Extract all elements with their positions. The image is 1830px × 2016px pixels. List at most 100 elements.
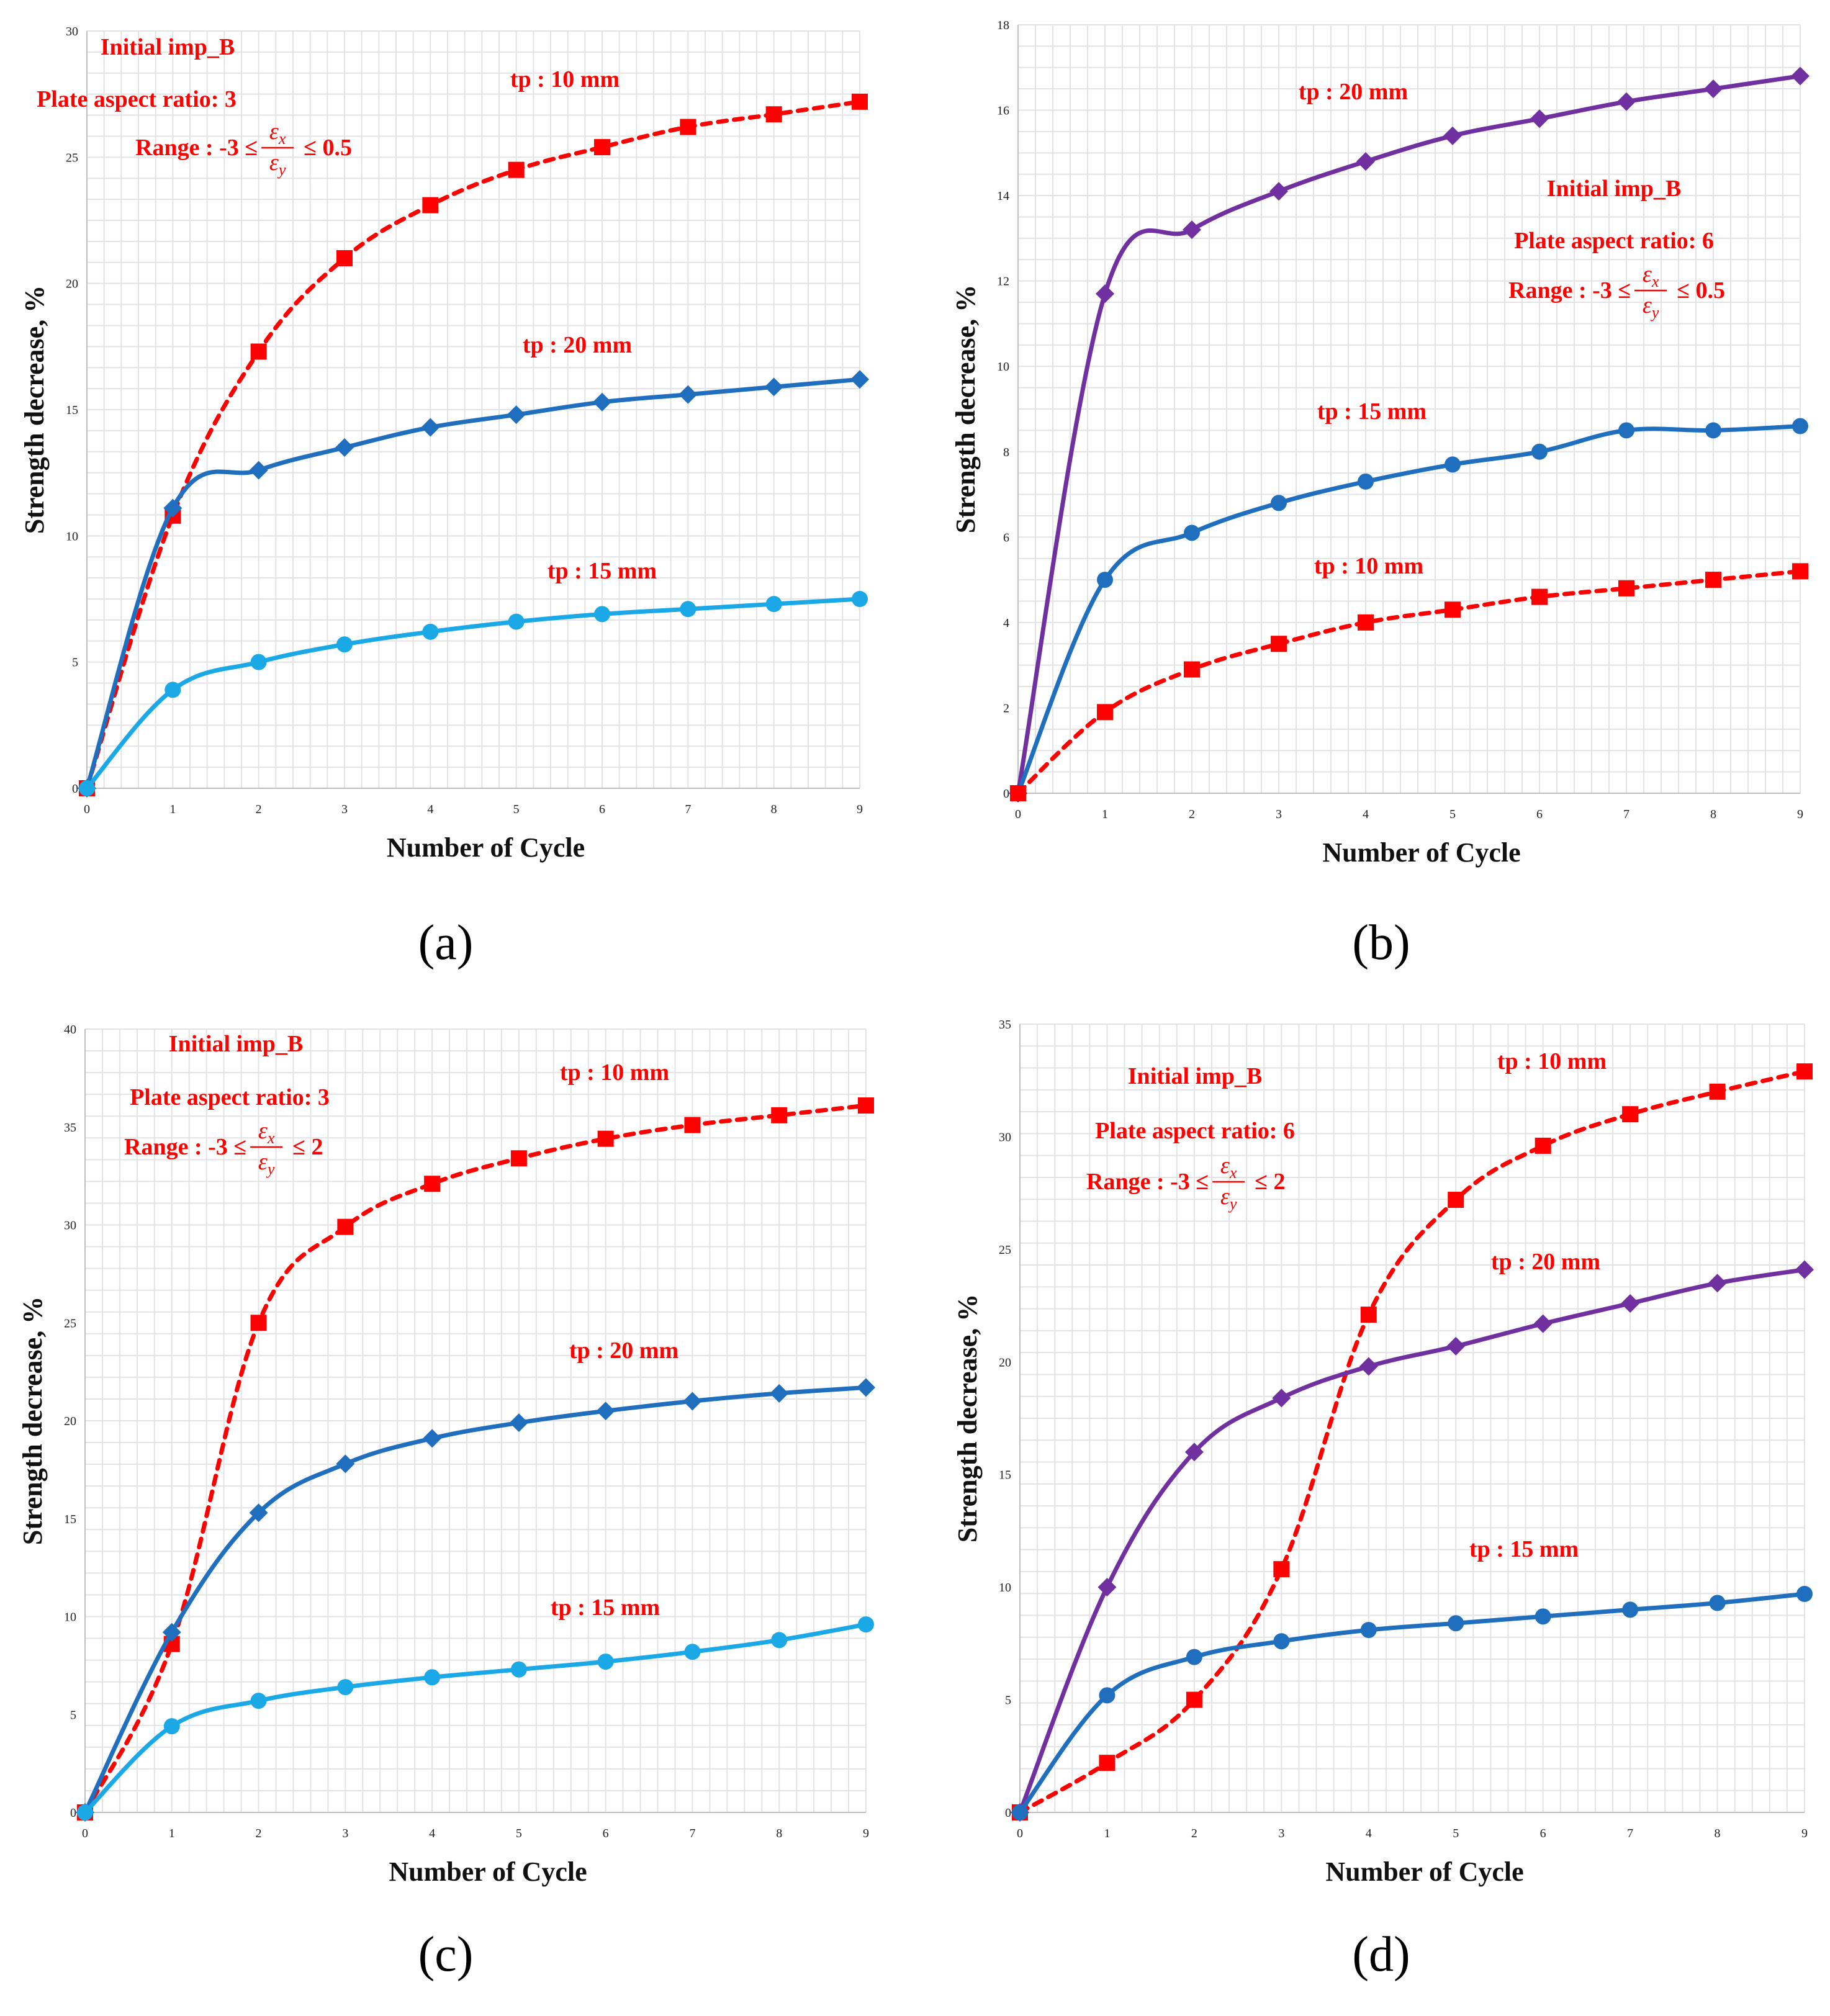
data-point-diamond: [1269, 182, 1288, 201]
range-den-sub: y: [266, 1160, 275, 1178]
data-point-square: [1186, 1691, 1202, 1708]
data-point-circle: [1531, 443, 1548, 460]
data-point-circle: [250, 1693, 267, 1709]
range-num-symbol: ε: [269, 119, 279, 145]
data-point-circle: [337, 1679, 354, 1696]
y-tick-label: 0: [72, 782, 78, 796]
panel-label: (b): [1352, 916, 1410, 970]
series-name-label: tp : 10 mm: [1314, 553, 1423, 579]
data-point-diamond: [423, 1429, 442, 1448]
data-point-square: [508, 161, 525, 178]
y-tick-label: 25: [999, 1243, 1011, 1257]
data-point-circle: [1535, 1608, 1551, 1625]
x-tick-label: 7: [689, 1827, 695, 1840]
data-point-diamond: [1791, 66, 1810, 86]
series-line: [1017, 1591, 1807, 1815]
x-tick-label: 9: [857, 803, 863, 816]
annotation-imp: Initial imp_B: [1547, 176, 1681, 202]
data-point-circle: [250, 654, 267, 670]
range-den-sub: y: [1650, 304, 1659, 322]
x-tick-label: 8: [771, 803, 777, 816]
data-point-circle: [422, 623, 439, 640]
range-num-sub: x: [267, 1129, 275, 1147]
data-point-circle: [1709, 1595, 1726, 1611]
y-tick-label: 25: [64, 1316, 76, 1330]
range-suffix: ≤ 2: [292, 1134, 323, 1160]
x-axis-label: Number of Cycle: [1325, 1856, 1523, 1887]
data-point-circle: [1186, 1649, 1202, 1665]
range-numerator: εx: [269, 119, 286, 148]
y-tick-label: 18: [997, 19, 1009, 32]
y-tick-label: 10: [66, 529, 78, 543]
data-point-diamond: [1359, 1357, 1378, 1376]
x-axis-label: Number of Cycle: [389, 1856, 587, 1887]
range-denominator: εy: [269, 150, 286, 179]
data-point-diamond: [1708, 1274, 1727, 1293]
data-point-diamond: [770, 1384, 789, 1403]
series-circle: [77, 1616, 874, 1820]
y-tick-label: 4: [1003, 616, 1009, 630]
data-point-diamond: [593, 392, 611, 412]
data-point-diamond: [336, 1454, 355, 1474]
data-point-diamond: [1183, 220, 1201, 240]
x-tick-label: 5: [513, 803, 520, 816]
data-point-circle: [765, 596, 782, 613]
series-name-label: tp : 15 mm: [551, 1595, 660, 1621]
data-point-square: [1010, 785, 1026, 801]
data-point-diamond: [1533, 1314, 1553, 1333]
series-line: [84, 99, 862, 791]
data-point-square: [1792, 563, 1808, 580]
data-point-circle: [680, 601, 696, 618]
chart-panel-c: 0 5 10 15 20 25 30 35 40 0 1 2 3 4 5 6 7 8 9 Number of Cycl…: [17, 1023, 875, 1982]
y-tick-label: 35: [64, 1121, 76, 1135]
y-tick-label: 30: [66, 25, 78, 38]
x-tick-label: 2: [1191, 1827, 1197, 1840]
data-point-diamond: [1446, 1336, 1466, 1356]
y-tick-label: 0: [1005, 1806, 1011, 1820]
data-point-square: [1535, 1137, 1551, 1154]
range-suffix: ≤ 2: [1255, 1169, 1285, 1195]
data-point-diamond: [857, 1378, 875, 1397]
range-denominator: εy: [1220, 1184, 1237, 1213]
data-point-circle: [508, 613, 525, 630]
x-tick-label: 5: [1453, 1827, 1459, 1840]
annotation-aspect: Plate aspect ratio: 3: [130, 1084, 330, 1110]
data-point-diamond: [1272, 1388, 1291, 1408]
panel-label: (d): [1352, 1927, 1410, 1982]
data-point-circle: [1792, 418, 1808, 434]
range-den-sub: y: [277, 161, 286, 179]
data-point-circle: [336, 636, 353, 653]
x-tick-label: 0: [82, 1827, 88, 1840]
y-tick-label: 10: [997, 360, 1009, 374]
data-point-diamond: [1530, 109, 1549, 128]
x-axis-label: Number of Cycle: [387, 832, 585, 863]
range-num-symbol: ε: [1643, 261, 1652, 287]
data-point-diamond: [249, 1503, 268, 1523]
series-line: [1016, 74, 1803, 796]
x-tick-label: 1: [169, 1827, 175, 1840]
data-point-circle: [424, 1669, 441, 1686]
data-point-diamond: [163, 498, 183, 518]
data-point-diamond: [335, 438, 354, 457]
series-name-label: tp : 20 mm: [523, 332, 632, 358]
data-point-diamond: [1617, 92, 1636, 111]
data-point-diamond: [249, 461, 268, 480]
y-axis-label: Strength decrease, %: [952, 1294, 983, 1542]
series-line: [1016, 569, 1803, 796]
data-point-circle: [1273, 1633, 1290, 1650]
x-tick-label: 7: [1627, 1827, 1633, 1840]
chart-panel-d: 0 5 10 15 20 25 30 35 0 1 2 3 4 5 6 7 8 9 Number of Cycle S…: [952, 1018, 1814, 1982]
x-tick-label: 7: [685, 803, 691, 816]
range-suffix: ≤ 0.5: [304, 135, 352, 161]
annotation-imp: Initial imp_B: [169, 1031, 303, 1057]
x-tick-label: 4: [1366, 1827, 1372, 1840]
annotation-aspect: Plate aspect ratio: 6: [1514, 228, 1714, 254]
x-tick-label: 0: [84, 803, 90, 816]
data-point-circle: [1622, 1601, 1639, 1618]
range-num-sub: x: [278, 130, 286, 148]
annotation-aspect: Plate aspect ratio: 6: [1095, 1118, 1295, 1144]
range-den-symbol: ε: [258, 1149, 268, 1175]
data-point-circle: [594, 606, 610, 623]
y-tick-label: 20: [999, 1356, 1011, 1369]
data-point-diamond: [421, 418, 440, 437]
